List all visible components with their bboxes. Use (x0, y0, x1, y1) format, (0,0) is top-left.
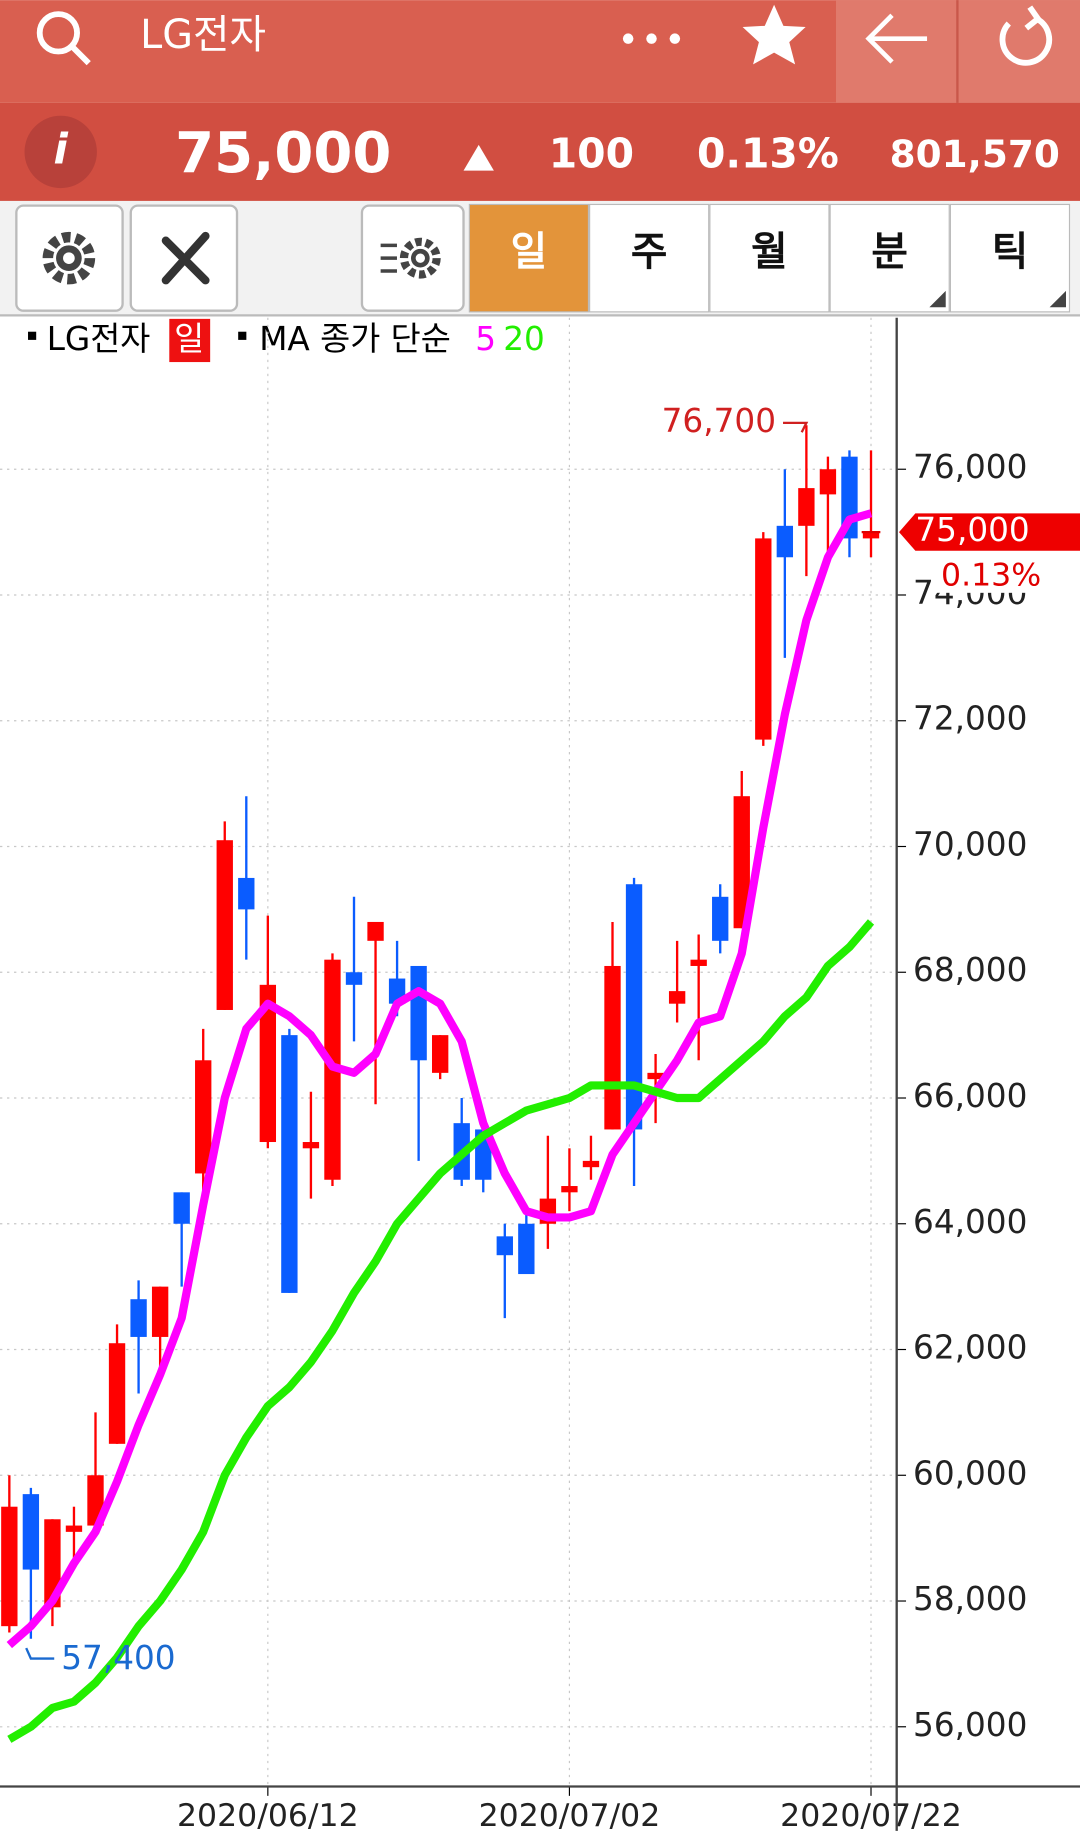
info-button[interactable] (24, 115, 97, 189)
period-tab-label: 월 (751, 229, 788, 275)
more-icon[interactable] (622, 33, 681, 44)
x-tick-label: 2020/07/22 (780, 1798, 962, 1831)
low-arrow (25, 1647, 55, 1660)
x-tick-label: 2020/07/02 (479, 1798, 661, 1831)
candle-body (668, 991, 686, 1004)
candle-body (130, 1299, 147, 1337)
legend-bullet (238, 331, 247, 340)
legend-entry: 5 (475, 320, 496, 358)
volume: 801,570 (890, 132, 1060, 176)
candle-body (712, 896, 729, 941)
y-tick-label: 68,000 (913, 951, 1027, 989)
moving-average-line (7, 919, 875, 1743)
gear-icon (42, 231, 96, 285)
candle-body (367, 921, 384, 941)
candle-body (604, 965, 621, 1130)
candle-body (281, 1035, 298, 1293)
legend-period-box (169, 318, 211, 363)
candle-body (238, 877, 255, 910)
candle-body (561, 1186, 578, 1193)
period-tab-label: 일 (511, 229, 548, 275)
period-tab[interactable] (829, 203, 950, 313)
y-tick-label: 70,000 (913, 825, 1027, 863)
search-icon[interactable] (36, 11, 91, 66)
candle-body (173, 1192, 190, 1224)
legend-ma: MA 종가 단순 (259, 320, 451, 358)
favorite-icon[interactable] (742, 4, 806, 65)
high-label: 76,700 (662, 402, 776, 440)
candle-body (1, 1506, 18, 1627)
y-tick-label: 76,000 (913, 448, 1027, 486)
high-arrow (783, 421, 809, 433)
y-tick-label: 56,000 (913, 1706, 1027, 1744)
candle-body (432, 1035, 449, 1073)
period-tab[interactable] (949, 203, 1071, 313)
candle-body (776, 525, 794, 558)
y-tick-label: 64,000 (913, 1203, 1027, 1241)
candle-body (302, 1142, 320, 1149)
candle-body (582, 1160, 600, 1168)
change-pct: 0.13% (697, 130, 839, 178)
candle-body (798, 488, 815, 526)
period-tab[interactable] (468, 203, 590, 313)
change: 100 (549, 130, 634, 178)
period-tab[interactable] (589, 203, 710, 313)
last-change-label: 0.13% (941, 557, 1041, 593)
price: 75,000 (175, 121, 391, 186)
quote-bar (0, 102, 1080, 201)
candle-body (819, 469, 837, 495)
y-tick-label: 62,000 (913, 1329, 1027, 1367)
candle-body (410, 965, 427, 1061)
legend-entry: 20 (503, 320, 545, 358)
candle-body (108, 1343, 126, 1444)
legend-symbol: LG전자 (47, 320, 151, 358)
period-tab-label: 분 (871, 229, 908, 275)
stock-title: LG전자 (140, 12, 266, 58)
tools-icon (161, 231, 210, 285)
candle-body (216, 840, 233, 1010)
period-tab-label: 주 (631, 229, 668, 275)
candle-body (733, 796, 750, 929)
candle-body (44, 1519, 61, 1608)
candle-body (496, 1236, 513, 1256)
refresh-icon[interactable] (999, 5, 1053, 66)
indicator-icon (380, 237, 441, 279)
last-price-label: 75,000 (915, 511, 1029, 549)
legend-bullet (28, 331, 37, 340)
candle-body (690, 959, 707, 966)
info-icon: i (54, 124, 69, 173)
x-tick-label: 2020/06/12 (177, 1798, 359, 1831)
candle-body (259, 984, 277, 1143)
candle-body (755, 538, 772, 740)
y-tick-label: 72,000 (913, 700, 1027, 738)
dropdown-indicator (1049, 290, 1066, 308)
moving-average-line (6, 509, 873, 1649)
last-price-marker (899, 513, 1080, 551)
candle-body (518, 1223, 535, 1275)
y-tick-label: 60,000 (913, 1454, 1027, 1492)
candle-body (22, 1494, 40, 1570)
candle-body (647, 1072, 664, 1080)
up-arrow (463, 144, 494, 171)
candle-body (345, 972, 363, 985)
y-tick-label: 66,000 (913, 1077, 1027, 1115)
candle-body (195, 1060, 212, 1174)
candle-body (862, 532, 880, 539)
candle-body (151, 1286, 169, 1337)
dropdown-indicator (929, 290, 946, 308)
y-tick-label: 58,000 (913, 1580, 1027, 1618)
low-label: 57,400 (61, 1639, 175, 1677)
candle-body (65, 1525, 83, 1532)
change-label-bg (934, 557, 1080, 593)
period-tab-label: 틱 (992, 229, 1029, 275)
period-tab[interactable] (709, 203, 830, 313)
candle-body (625, 884, 643, 1130)
back-icon[interactable] (865, 13, 928, 64)
legend-period: 일 (174, 320, 204, 358)
